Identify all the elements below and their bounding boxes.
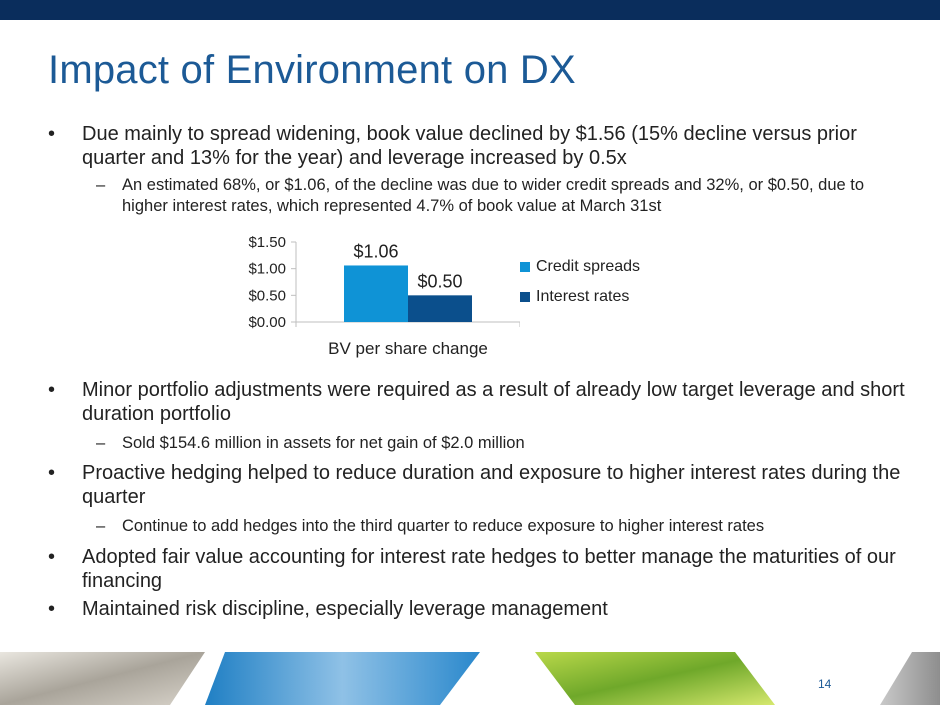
bullet-fair-value-accounting: • Adopted fair value accounting for inte… xyxy=(48,545,908,593)
data-label-credit-spreads: $1.06 xyxy=(353,241,398,261)
y-axis-tick-label: $0.50 xyxy=(248,287,286,304)
y-axis-tick-label: $1.50 xyxy=(248,234,286,251)
bullet-text: Maintained risk discipline, especially l… xyxy=(82,598,608,620)
sub-bullet-assets-sold: – Sold $154.6 million in assets for net … xyxy=(48,433,908,454)
bullet-portfolio-adjustments: • Minor portfolio adjustments were requi… xyxy=(48,378,908,426)
bullet-risk-discipline: • Maintained risk discipline, especially… xyxy=(48,597,908,621)
top-banner-bar xyxy=(0,0,940,20)
sub-bullet-text: Sold $154.6 million in assets for net ga… xyxy=(122,434,525,452)
bullet-text: Due mainly to spread widening, book valu… xyxy=(82,123,857,169)
footer-leaf-panel xyxy=(535,652,775,705)
chart-canvas: $0.00 $0.50 $1.00 $1.50 $1.06 $0.50 BV per … xyxy=(248,234,520,358)
y-axis-ticks: $0.00 $0.50 $1.00 $1.50 xyxy=(248,234,296,331)
sub-bullet-text: Continue to add hedges into the third qu… xyxy=(122,517,765,535)
bullet-marker: • xyxy=(48,462,56,484)
sub-bullet-text: An estimated 68%, or $1.06, of the decli… xyxy=(122,176,865,215)
chart-legend: Credit spreads Interest rates xyxy=(520,252,640,312)
bv-change-chart: $0.00 $0.50 $1.00 $1.50 $1.06 $0.50 BV per … xyxy=(220,228,680,368)
sub-bullet-add-hedges: – Continue to add hedges into the third … xyxy=(48,516,908,537)
page-number: 14 xyxy=(818,677,832,691)
bullet-proactive-hedging: • Proactive hedging helped to reduce dur… xyxy=(48,461,908,509)
legend-label-credit-spreads: Credit spreads xyxy=(536,258,641,275)
x-axis-category-label: BV per share change xyxy=(328,339,488,358)
bar-credit-spreads xyxy=(344,265,408,322)
bullet-marker: • xyxy=(48,598,56,620)
bullet-text: Adopted fair value accounting for intere… xyxy=(82,546,896,592)
bullet-marker: • xyxy=(48,123,56,145)
sub-bullet-marker: – xyxy=(96,434,106,452)
y-axis-tick-label: $1.00 xyxy=(248,261,286,278)
bullet-marker: • xyxy=(48,546,56,568)
legend-item-interest-rates: Interest rates xyxy=(520,282,640,312)
footer-stone-panel xyxy=(880,652,940,705)
sub-bullet-decline-breakdown: – An estimated 68%, or $1.06, of the dec… xyxy=(48,175,908,217)
y-axis-tick-label: $0.00 xyxy=(248,314,286,331)
data-label-interest-rates: $0.50 xyxy=(417,271,462,291)
legend-swatch-credit-spreads xyxy=(520,262,530,272)
decorative-footer-strip xyxy=(0,652,940,705)
footer-sky-panel xyxy=(205,652,480,705)
bullet-book-value: • Due mainly to spread widening, book va… xyxy=(48,122,908,170)
bullet-text: Proactive hedging helped to reduce durat… xyxy=(82,462,901,508)
bar-interest-rates xyxy=(408,295,472,322)
legend-swatch-interest-rates xyxy=(520,292,530,302)
legend-label-interest-rates: Interest rates xyxy=(536,288,630,305)
sub-bullet-marker: – xyxy=(96,176,106,194)
slide-title: Impact of Environment on DX xyxy=(48,48,576,92)
bullet-list-top: • Due mainly to spread widening, book va… xyxy=(48,122,908,217)
bullet-text: Minor portfolio adjustments were require… xyxy=(82,379,905,425)
sub-bullet-marker: – xyxy=(96,517,106,535)
legend-item-credit-spreads: Credit spreads xyxy=(520,252,640,282)
bullet-list-bottom: • Minor portfolio adjustments were requi… xyxy=(48,378,908,621)
footer-rope-panel xyxy=(0,652,205,705)
bullet-marker: • xyxy=(48,379,56,401)
